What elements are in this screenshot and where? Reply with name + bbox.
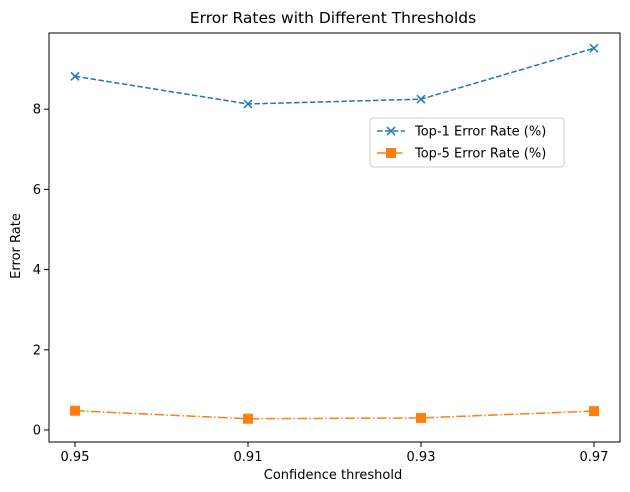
data-point	[70, 71, 80, 81]
legend-marker	[386, 148, 396, 158]
chart-title: Error Rates with Different Thresholds	[190, 9, 476, 27]
y-axis-title: Error Rate	[9, 213, 24, 279]
y-tick-label: 8	[33, 103, 41, 118]
data-point	[70, 405, 80, 416]
y-tick-label: 6	[33, 183, 41, 198]
y-tick-label: 2	[33, 343, 41, 358]
x-axis-title: Confidence threshold	[264, 468, 402, 483]
y-tick-label: 0	[33, 423, 41, 438]
data-point	[416, 94, 426, 104]
data-point	[243, 99, 253, 109]
x-tick-label: 0.95	[61, 450, 90, 465]
data-point	[589, 43, 599, 53]
legend-item: Top-5 Error Rate (%)	[377, 147, 546, 162]
plot-frame	[48, 32, 621, 443]
data-point	[416, 412, 426, 423]
series-line	[74, 409, 595, 420]
legend-item: Top-1 Error Rate (%)	[377, 125, 546, 140]
legend: Top-1 Error Rate (%) Top-5 Error Rate (%)	[369, 117, 565, 168]
legend-label: Top-5 Error Rate (%)	[414, 147, 546, 162]
series-1	[70, 43, 599, 109]
x-tick-label: 0.91	[234, 450, 263, 465]
x-tick-label: 0.93	[407, 450, 436, 465]
data-point	[589, 406, 599, 417]
x-tick-label: 0.97	[580, 450, 609, 465]
legend-box	[369, 117, 565, 168]
legend-marker	[386, 126, 396, 136]
data-point	[243, 413, 253, 424]
series-line	[74, 47, 595, 105]
plot-area: 0.95 0.91 0.93 0.97 0 2 4 6 8 Top-1 Error Rate (%…	[33, 32, 621, 465]
y-tick-label: 4	[33, 263, 41, 278]
legend-label: Top-1 Error Rate (%)	[414, 125, 546, 140]
series-2	[70, 405, 599, 424]
